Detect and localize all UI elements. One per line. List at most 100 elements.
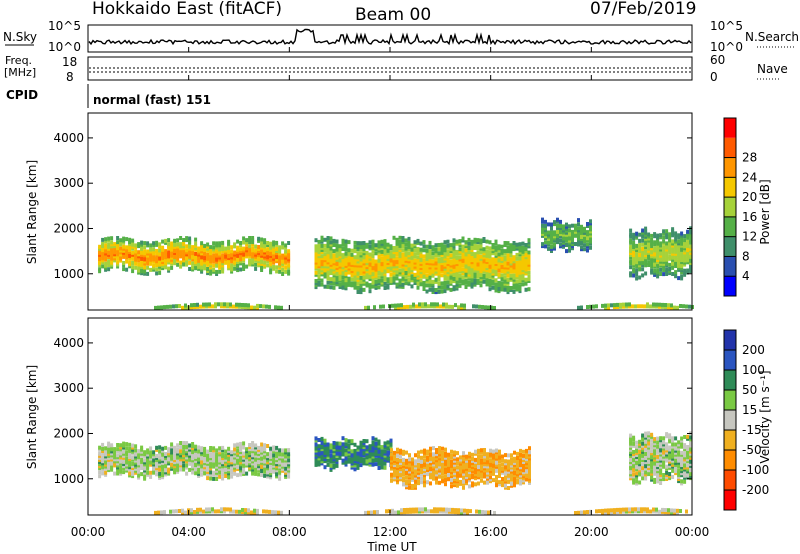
velocity-cell (197, 445, 201, 450)
velocity-cell (143, 474, 147, 479)
power-cell (140, 240, 144, 245)
velocity-cell (423, 450, 426, 455)
velocity-cell (641, 435, 645, 440)
power-cell (403, 305, 406, 310)
power-cell (527, 238, 531, 243)
velocity-cell (635, 448, 639, 453)
velocity-cell (233, 453, 237, 458)
power-cell (274, 305, 277, 310)
velocity-cell (507, 453, 510, 458)
power-cell (527, 260, 531, 265)
velocity-cell (525, 461, 528, 466)
velocity-cell (182, 441, 186, 445)
velocity-cell (326, 458, 330, 463)
power-cell (683, 260, 687, 265)
velocity-cell (248, 463, 252, 468)
power-cell (574, 242, 577, 246)
power-cell (401, 238, 405, 243)
velocity-cell (447, 452, 450, 457)
velocity-cell (393, 471, 396, 476)
velocity-cell (468, 451, 471, 456)
power-cell (164, 249, 168, 254)
power-cell (686, 229, 690, 234)
power-cell (374, 275, 378, 280)
velocity-cell (647, 466, 651, 470)
velocity-cell (242, 455, 246, 460)
velocity-cell (516, 466, 519, 471)
power-cell (665, 257, 669, 262)
velocity-cell (179, 453, 183, 458)
power-cell (638, 232, 642, 237)
power-cell (377, 279, 381, 284)
power-cell (650, 268, 654, 273)
power-cell (689, 261, 693, 265)
velocity-cell (338, 449, 342, 454)
power-cell (107, 255, 111, 259)
power-cell (481, 305, 484, 309)
power-cell (395, 256, 399, 261)
velocity-cell (411, 467, 414, 472)
power-cell (110, 240, 114, 245)
power-cell (677, 253, 681, 258)
velocity-cell (158, 449, 162, 454)
velocity-cell (486, 452, 489, 457)
velocity-cell (140, 445, 144, 450)
power-cell (416, 247, 420, 251)
power-cell (647, 248, 651, 253)
power-cell (101, 256, 105, 261)
velocity-cell (197, 449, 201, 454)
velocity-cell (191, 446, 195, 451)
power-cell (547, 246, 550, 251)
power-cell (682, 304, 685, 309)
velocity-cell (399, 473, 402, 478)
velocity-cell (362, 441, 366, 446)
power-cell (206, 248, 210, 253)
power-cell (199, 304, 202, 309)
power-cell (503, 261, 507, 266)
power-cell (178, 304, 181, 308)
power-cell (544, 219, 547, 224)
power-cell (248, 258, 252, 263)
velocity-cell (671, 475, 675, 479)
velocity-cell (453, 479, 456, 484)
power-cell (98, 248, 102, 253)
power-cell (491, 267, 495, 272)
velocity-cell (260, 473, 264, 477)
velocity-cell (284, 448, 288, 453)
power-cell (401, 254, 405, 259)
power-cell (146, 241, 150, 246)
power-cell (491, 261, 495, 266)
power-cell (242, 246, 246, 251)
power-cell (134, 249, 138, 254)
velocity-cell (371, 452, 375, 457)
velocity-cell (396, 457, 399, 462)
power-cell (641, 246, 645, 251)
velocity-cell (110, 443, 114, 448)
velocity-cell (335, 457, 339, 462)
velocity-cell (245, 461, 249, 466)
power-cell (658, 304, 661, 309)
power-cell (257, 245, 261, 249)
power-cell (647, 244, 651, 249)
power-cell (656, 237, 660, 242)
velocity-cell (317, 456, 321, 461)
velocity-cell (257, 454, 261, 459)
power-cell (281, 253, 285, 258)
velocity-cell (417, 454, 420, 459)
power-cell (176, 256, 180, 261)
velocity-cell (182, 467, 186, 472)
velocity-cell (519, 479, 522, 484)
power-cell (191, 253, 195, 258)
velocity-cell (462, 471, 465, 476)
velocity-cell (453, 462, 456, 467)
velocity-cell (510, 457, 513, 462)
power-cell (350, 269, 354, 274)
power-cell (503, 249, 507, 254)
velocity-cell (629, 472, 633, 477)
nsearch-label: N.Search (745, 30, 799, 44)
velocity-cell (254, 443, 258, 448)
power-cell (362, 255, 366, 260)
power-cell (443, 244, 447, 249)
power-cell (647, 232, 651, 237)
power-cell (407, 271, 411, 276)
